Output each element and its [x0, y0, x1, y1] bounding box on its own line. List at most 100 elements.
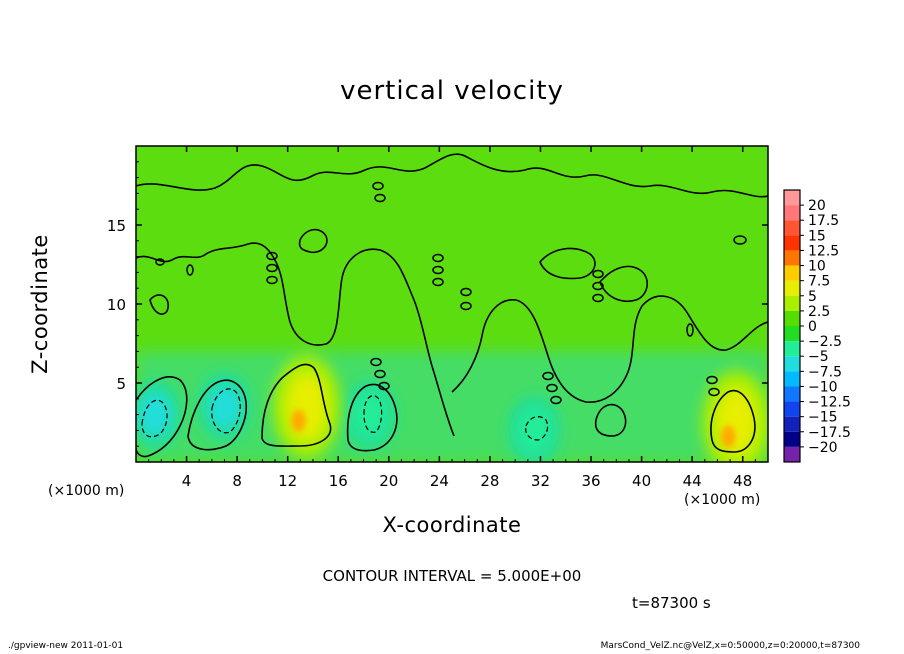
x-tick-label: 24	[430, 472, 449, 490]
contour-line	[298, 228, 328, 254]
x-tick-label: 4	[182, 472, 192, 490]
updraft-core	[716, 388, 757, 457]
x-tick-label: 40	[632, 472, 651, 490]
colorbar-segment	[784, 235, 800, 251]
contour-line	[710, 389, 756, 453]
x-tick-label: 28	[480, 472, 499, 490]
colorbar-segment	[784, 341, 800, 357]
contour-loop	[266, 263, 278, 273]
colorbar-label: 10	[808, 259, 826, 275]
contour-line	[261, 363, 332, 447]
colorbar-segment	[784, 431, 800, 447]
y-axis-label: Z-coordinate	[28, 234, 52, 374]
colorbar-label: −5	[808, 349, 829, 365]
colorbar-label: 12.5	[808, 243, 839, 259]
updraft-peak	[291, 409, 306, 432]
colorbar-label: −12.5	[808, 395, 851, 411]
contour-line	[539, 247, 596, 280]
colorbar-label: 5	[808, 289, 817, 305]
x-tick-label: 20	[379, 472, 398, 490]
downdraft-core	[518, 408, 551, 453]
velocity-field	[136, 351, 768, 462]
contour-loop	[686, 323, 694, 337]
colorbar-label: 2.5	[808, 304, 830, 320]
contour-line	[451, 295, 768, 403]
contour-chain	[155, 181, 747, 405]
y-tick-label: 10	[107, 296, 126, 314]
contour-loop	[266, 275, 278, 285]
colorbar-label: 17.5	[808, 213, 839, 229]
contour-loop	[378, 381, 390, 391]
colorbar-segment	[784, 310, 800, 326]
x-tick-label: 8	[232, 472, 242, 490]
contour-loop	[374, 193, 386, 203]
x-tick-label: 44	[683, 472, 702, 490]
x-unit-label-right: (×1000 m)	[684, 492, 761, 508]
footer-left: ./gpview-new 2011-01-01	[8, 641, 124, 651]
contour-line	[136, 242, 455, 437]
downdraft-core	[138, 392, 171, 437]
contour-loop	[592, 269, 604, 279]
contour-line	[136, 153, 768, 198]
colorbar-segment	[784, 416, 800, 432]
contour-loop	[432, 265, 444, 275]
updraft-peak	[721, 425, 736, 448]
contour-loop	[592, 281, 604, 291]
contour-loop	[186, 264, 194, 276]
colorbar-segment	[784, 265, 800, 281]
y-tick-label: 15	[107, 217, 126, 235]
colorbar-label: −2.5	[808, 334, 842, 350]
contour-loop	[372, 181, 384, 191]
x-tick-label: 48	[733, 472, 752, 490]
contour-loop	[546, 383, 558, 393]
x-axis-label: X-coordinate	[382, 513, 522, 537]
contour-loop	[706, 375, 718, 385]
x-tick-label: 32	[531, 472, 550, 490]
x-tick-label: 12	[278, 472, 297, 490]
contour-loop	[370, 357, 382, 367]
colorbar-segment	[784, 326, 800, 342]
colorbar-segment	[784, 280, 800, 296]
contour-line	[136, 376, 188, 458]
colorbar-segment	[784, 356, 800, 372]
colorbar-label: −15	[808, 410, 838, 426]
x-unit-label-left: (×1000 m)	[48, 483, 125, 499]
contour-line	[599, 265, 648, 302]
contour-line	[594, 403, 627, 437]
colorbar-segment	[784, 190, 800, 206]
downdraft-core	[353, 392, 386, 437]
contour-line	[187, 379, 248, 451]
contour-line	[363, 395, 383, 433]
contour-loop	[266, 251, 278, 261]
footer-right: MarsCond_VelZ.nc@VelZ,x=0:50000,z=0:2000…	[600, 641, 860, 651]
colorbar-segment	[784, 250, 800, 266]
colorbar-label: 0	[808, 319, 817, 335]
contour-lines	[136, 153, 768, 458]
contour-loop	[460, 287, 472, 297]
colorbar-segment	[784, 386, 800, 402]
contour-loop	[542, 371, 554, 381]
contour-loop	[708, 387, 720, 397]
contour-loop	[460, 301, 472, 311]
contour-loop	[592, 293, 604, 303]
colorbar-label: −20	[808, 440, 838, 456]
contour-loop	[550, 395, 562, 405]
x-tick-label: 16	[329, 472, 348, 490]
colorbar-segment	[784, 371, 800, 387]
colorbar-label: 20	[808, 198, 826, 214]
contour-loop	[432, 253, 444, 263]
downdraft-core	[208, 384, 241, 429]
colorbar-label: −17.5	[808, 425, 851, 441]
colorbar-label: 15	[808, 228, 826, 244]
contour-line	[346, 383, 398, 452]
colorbar-label: 7.5	[808, 274, 830, 290]
colorbar-segment	[784, 205, 800, 221]
contour-loop	[155, 258, 165, 266]
contour-line	[141, 399, 168, 438]
colorbar-label: −10	[808, 379, 838, 395]
contour-loop	[733, 235, 747, 245]
contour-line	[211, 388, 241, 434]
updraft-core	[286, 372, 327, 441]
